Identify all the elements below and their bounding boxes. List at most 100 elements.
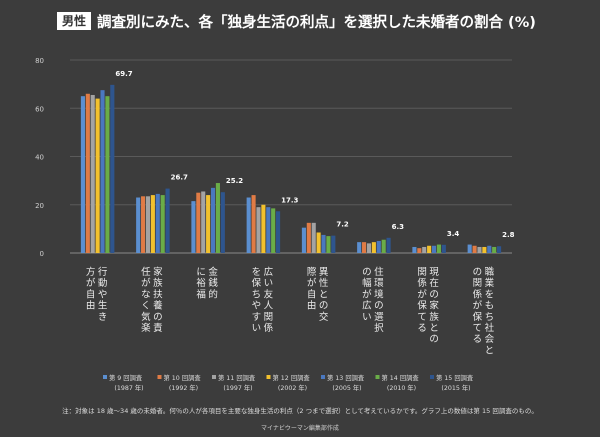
category-label-char: 選: [374, 312, 384, 323]
category-label-char: を: [485, 289, 495, 300]
category-label-char: 友: [264, 288, 274, 300]
category-label-char: が: [141, 277, 151, 289]
y-tick-label: 60: [35, 105, 44, 113]
bar: [441, 244, 446, 253]
bar: [155, 193, 160, 253]
chart-title: 調査別にみた、各「独身生活の利点」を選択した未婚者の割合 (%): [97, 14, 536, 31]
bar: [316, 232, 321, 253]
legend-label: 第 15 回調査: [436, 373, 474, 382]
category-label-char: 家: [153, 266, 163, 278]
bar: [357, 242, 362, 253]
category-label-char: 係: [264, 323, 274, 334]
legend-swatch: [103, 375, 107, 379]
category-label-char: 業: [485, 277, 495, 289]
bar: [427, 245, 432, 253]
legend-year: (1992 年): [169, 383, 198, 392]
credit: マイナビウーマン編集部作成: [261, 425, 339, 432]
category-label-char: い: [264, 278, 274, 289]
category-label-char: く: [141, 301, 151, 312]
category-label-char: も: [485, 301, 495, 312]
data-label: 3.4: [447, 230, 460, 238]
bar: [251, 195, 256, 253]
category-label-char: 的: [208, 288, 218, 300]
bar: [381, 239, 386, 253]
category-label-char: 責: [153, 322, 163, 334]
bar: [110, 84, 115, 253]
y-tick-label: 20: [35, 202, 44, 210]
category-label-char: る: [417, 323, 427, 334]
legend-year: (1997 年): [223, 383, 252, 392]
legend-swatch: [266, 375, 271, 379]
bar: [386, 237, 391, 253]
bar: [412, 246, 417, 253]
bar: [191, 201, 196, 253]
bar: [220, 192, 225, 253]
category-label-char: 福: [196, 288, 206, 300]
category-label-char: 環: [374, 278, 384, 289]
footnote: 注：対象は 18 歳～34 歳の未婚者。何％の人が各項目を主要な独身生活の利点（…: [62, 407, 538, 415]
legend-year: (1987 年): [114, 383, 143, 392]
category-label-char: 関: [264, 312, 274, 323]
legend-label: 第 9 回調査: [109, 373, 143, 382]
bar: [196, 192, 201, 253]
bar: [301, 227, 306, 253]
category-label-char: や: [98, 289, 108, 300]
category-label-char: 族: [153, 277, 163, 289]
category-label-char: 係: [473, 289, 483, 300]
bar: [497, 246, 502, 253]
bar: [141, 196, 146, 253]
category-label-char: 方: [86, 266, 96, 278]
category-label-char: の: [319, 301, 329, 312]
data-label: 26.7: [171, 174, 188, 182]
category-label-char: 銭: [208, 277, 218, 289]
legend-label: 第 14 回調査: [382, 373, 420, 382]
legend-swatch: [375, 375, 380, 379]
bar: [477, 246, 482, 253]
bar: [321, 234, 326, 253]
category-label-char: 任: [141, 266, 151, 278]
bar: [105, 96, 110, 253]
category-label-char: と: [429, 323, 439, 334]
legend-year: (2002 年): [278, 383, 307, 392]
category-label-char: す: [252, 312, 262, 323]
bar: [362, 242, 367, 253]
category-label-char: 幅: [362, 277, 372, 289]
data-label: 69.7: [115, 70, 132, 78]
category-label-char: 気: [141, 311, 151, 323]
category-label-char: 楽: [141, 322, 151, 334]
bar: [431, 245, 437, 253]
bar: [210, 187, 216, 253]
category-label-char: 扶: [153, 288, 163, 300]
category-label-char: 裕: [196, 277, 206, 289]
category-label-char: い: [252, 323, 262, 334]
category-label-char: の: [153, 312, 163, 323]
bar: [201, 191, 206, 253]
legend-label: 第 10 回調査: [164, 373, 202, 382]
category-label-char: の: [429, 289, 439, 300]
bar: [160, 195, 165, 253]
legend-year: (2015 年): [441, 383, 470, 392]
bar: [95, 98, 100, 253]
legend-label: 第 12 回調査: [273, 373, 311, 382]
data-label: 7.2: [336, 221, 349, 229]
bar: [85, 93, 90, 254]
category-label-char: 保: [252, 277, 262, 289]
bar: [150, 195, 155, 253]
category-label-char: の: [362, 267, 372, 278]
category-label-char: 家: [429, 300, 439, 312]
bar: [331, 235, 336, 253]
bar: [487, 245, 492, 253]
category-label-char: ち: [485, 312, 495, 323]
bar: [80, 96, 85, 253]
category-label-char: 職: [485, 267, 495, 278]
category-label-char: が: [307, 277, 317, 289]
category-label-char: 生: [98, 300, 108, 312]
category-label-char: 金: [208, 266, 218, 278]
category-label-char: い: [362, 312, 372, 323]
category-label-char: 保: [417, 300, 427, 312]
bar: [436, 244, 441, 253]
category-label-char: 性: [319, 277, 329, 289]
legend-year: (2010 年): [387, 383, 416, 392]
category-label-char: て: [473, 323, 483, 334]
